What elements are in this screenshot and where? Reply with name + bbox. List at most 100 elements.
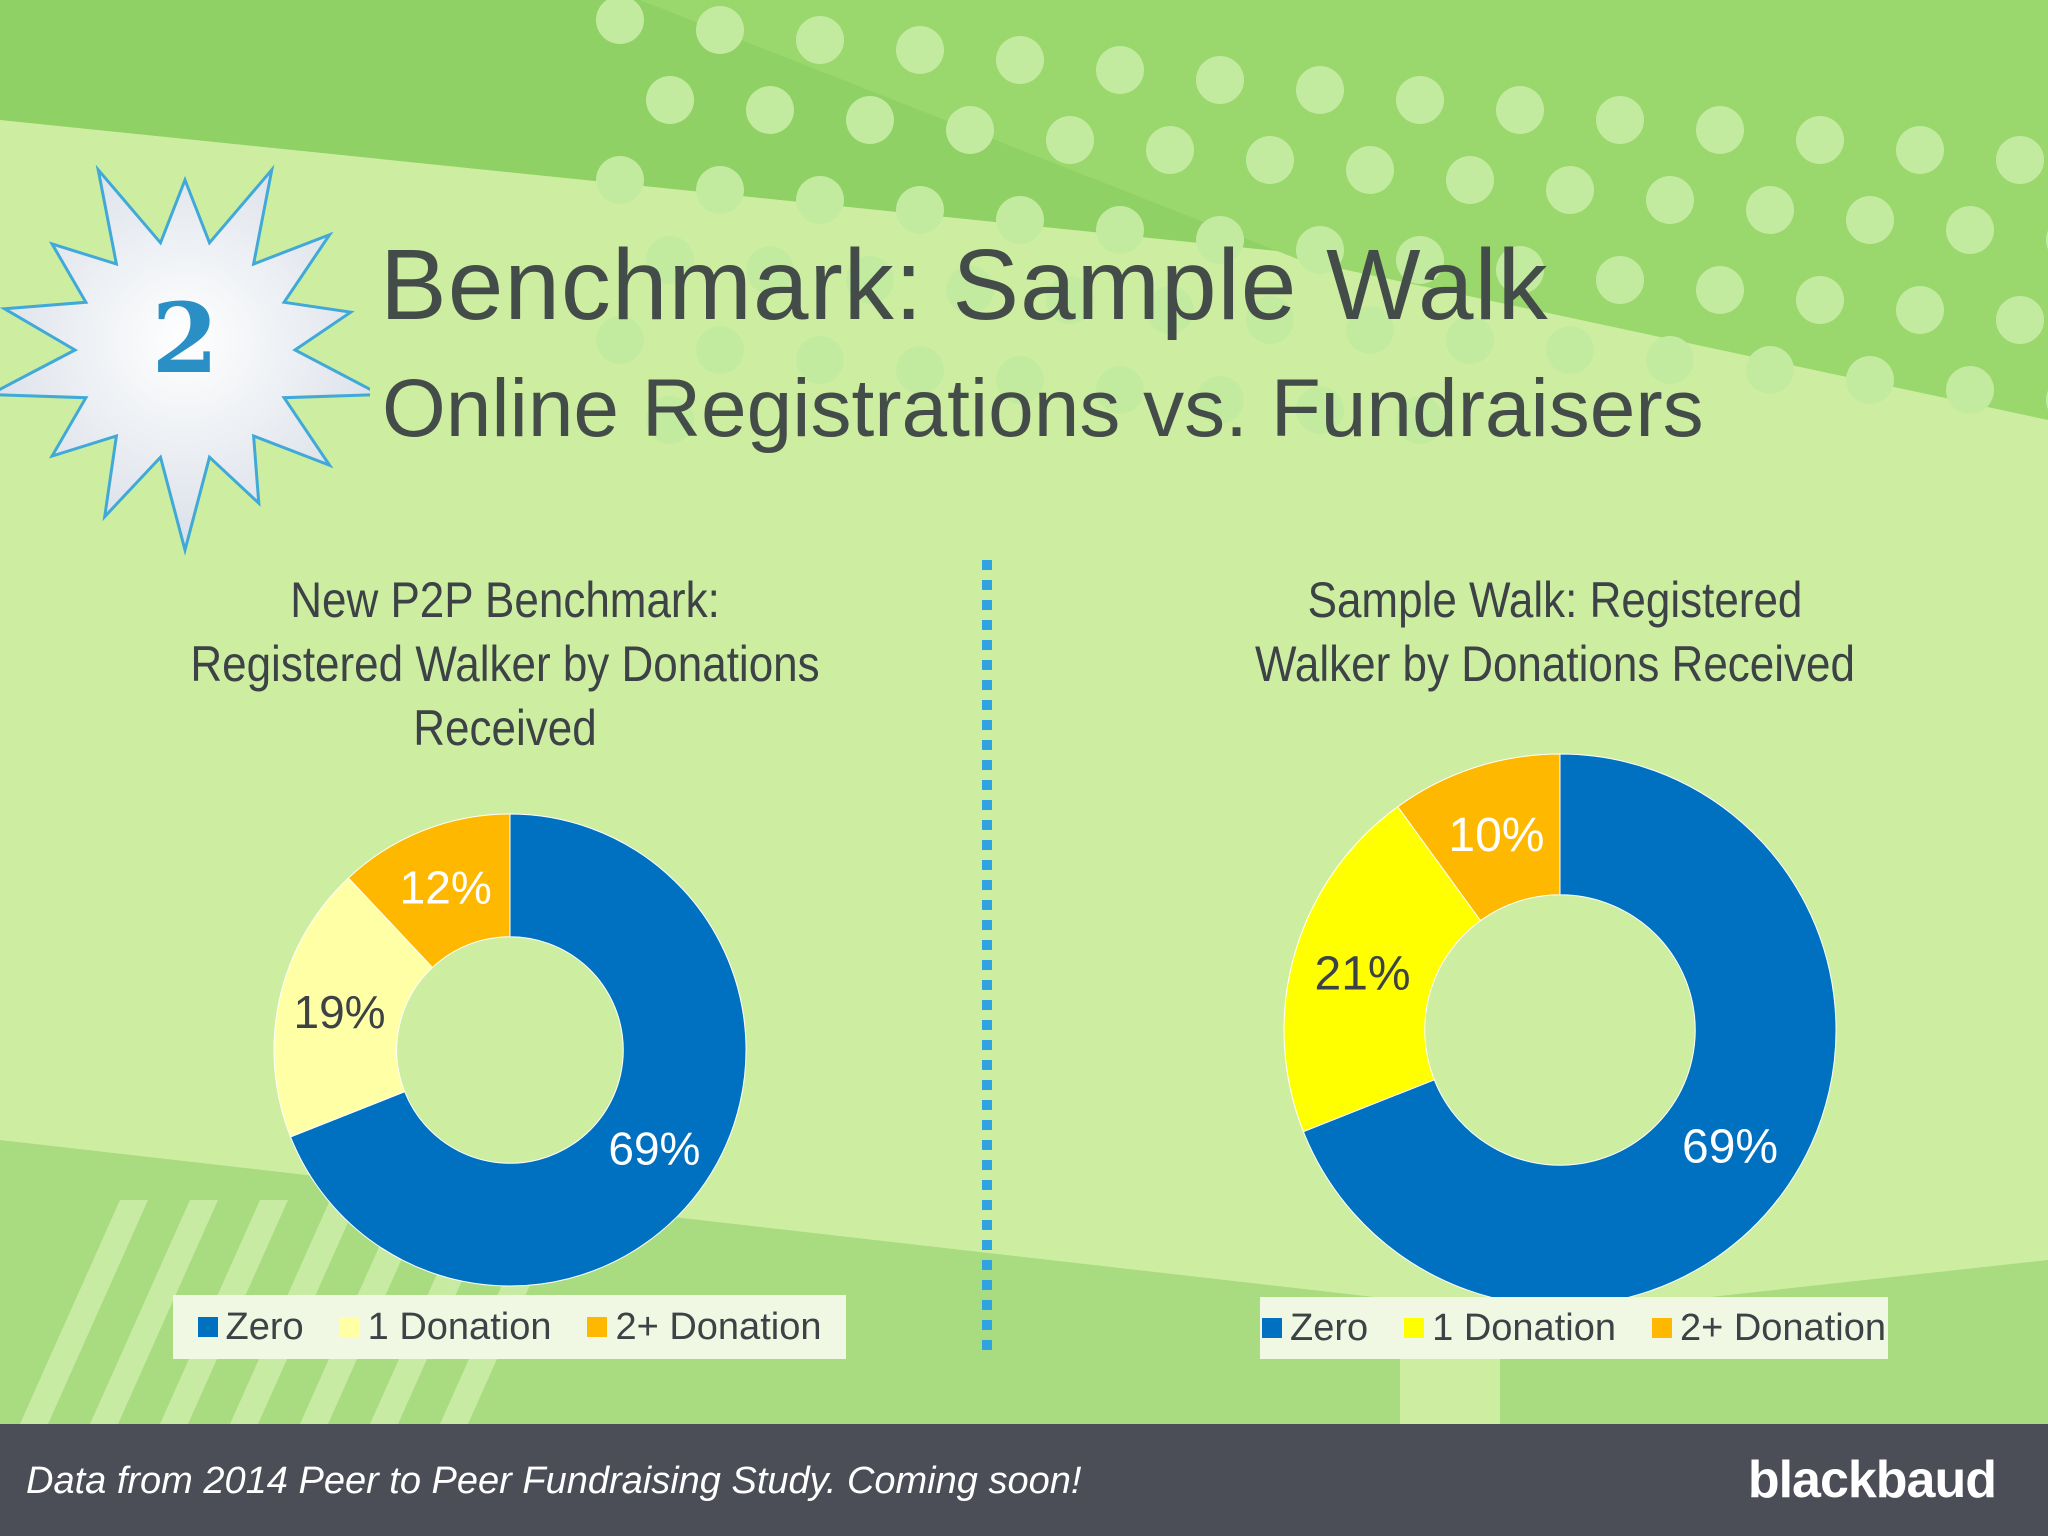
donut-data-label: 12%	[400, 862, 492, 914]
decorative-dot	[996, 36, 1044, 84]
decorative-dot	[1846, 356, 1894, 404]
decorative-stripe	[20, 1200, 148, 1424]
decorative-dot	[696, 6, 744, 54]
decorative-dot	[896, 346, 944, 394]
dotted-divider	[982, 560, 992, 1360]
legend-label: 2+ Donation	[1679, 1306, 1886, 1349]
right-chart-title-line: Sample Walk: Registered	[1307, 572, 1803, 628]
decorative-dot	[896, 26, 944, 74]
donut-slice-zero	[289, 813, 747, 1287]
decorative-dot	[1996, 296, 2044, 344]
decorative-dot	[1446, 316, 1494, 364]
decorative-dot	[596, 316, 644, 364]
decorative-dot	[1796, 116, 1844, 164]
decorative-dot	[896, 186, 944, 234]
donut-data-label: 69%	[608, 1122, 700, 1174]
legend-label: 1 Donation	[367, 1305, 552, 1348]
donut-data-label: 69%	[1682, 1120, 1778, 1173]
decorative-dot	[1346, 306, 1394, 354]
decorative-dot	[1046, 116, 1094, 164]
donut-slice-2-donation	[1397, 753, 1561, 922]
polka-dots-pattern	[596, 0, 2048, 444]
legend-item-two-plus-donation: 2+ Donation	[1651, 1306, 1886, 1350]
legend-item-zero: Zero	[197, 1305, 304, 1349]
legend-label: Zero	[225, 1305, 304, 1348]
decorative-dot	[996, 196, 1044, 244]
decorative-dot	[1596, 96, 1644, 144]
decorative-dot	[1946, 366, 1994, 414]
donut-data-label: 19%	[294, 986, 386, 1038]
decorative-dot	[1296, 66, 1344, 114]
decorative-dot	[1796, 276, 1844, 324]
decorative-dot	[1646, 336, 1694, 384]
decorative-dot	[1296, 386, 1344, 434]
decorative-dot	[1646, 176, 1694, 224]
decorative-dot	[1096, 366, 1144, 414]
decorative-dot	[1096, 206, 1144, 254]
legend-swatch	[1651, 1318, 1672, 1338]
decorative-dot	[846, 96, 894, 144]
decorative-dot	[946, 266, 994, 314]
decorative-dot	[796, 16, 844, 64]
decorative-dot	[1696, 106, 1744, 154]
decorative-dot	[1346, 146, 1394, 194]
legend-item-two-plus-donation: 2+ Donation	[587, 1306, 821, 1349]
decorative-dot	[996, 356, 1044, 404]
decorative-dot	[1996, 136, 2044, 184]
decorative-dot	[1446, 156, 1494, 204]
decorative-dot	[1496, 246, 1544, 294]
legend-item-one-donation: 1 Donation	[1404, 1307, 1616, 1350]
left-chart-legend: Zero 1 Donation 2+ Donation	[173, 1295, 846, 1359]
legend-label: 2+ Donation	[615, 1305, 822, 1348]
decorative-dot	[1246, 296, 1294, 344]
decorative-dot	[1146, 126, 1194, 174]
legend-swatch	[1404, 1318, 1425, 1338]
decorative-dot	[1196, 376, 1244, 424]
donut-data-label: 10%	[1448, 809, 1544, 862]
decorative-dot	[1746, 346, 1794, 394]
decorative-dot	[1046, 276, 1094, 324]
decorative-dot	[796, 176, 844, 224]
decorative-dot	[1396, 396, 1444, 444]
right-chart-legend: Zero 1 Donation 2+ Donation	[1260, 1297, 1888, 1359]
legend-swatch	[197, 1317, 218, 1337]
legend-label: Zero	[1290, 1306, 1369, 1349]
decorative-dot	[1196, 56, 1244, 104]
right-chart-title-line: Walker by Donations Received	[1255, 636, 1855, 692]
legend-swatch	[587, 1317, 608, 1337]
blackbaud-logo: blackbaud	[1747, 1451, 1997, 1509]
decorative-dot	[1296, 226, 1344, 274]
decorative-dot	[1896, 286, 1944, 334]
decorative-dot	[1396, 76, 1444, 124]
decorative-dot	[1496, 86, 1544, 134]
right-chart-title: Sample Walk: Registered Walker by Donati…	[1221, 568, 1890, 696]
decorative-dot	[646, 76, 694, 124]
decorative-dot	[1746, 186, 1794, 234]
decorative-dot	[1596, 256, 1644, 304]
donut-slice-zero	[1302, 753, 1837, 1307]
decorative-stripe	[90, 1200, 218, 1424]
decorative-dot	[696, 166, 744, 214]
decorative-dot	[696, 326, 744, 374]
decorative-dot	[1146, 286, 1194, 334]
decorative-dot	[646, 396, 694, 444]
decorative-dot	[1946, 206, 1994, 254]
legend-item-zero: Zero	[1262, 1307, 1368, 1350]
decorative-dot	[946, 106, 994, 154]
donut-data-label: 21%	[1315, 947, 1411, 1000]
decorative-dot	[1396, 236, 1444, 284]
right-donut-chart: 69% 21% 10%	[1283, 753, 1837, 1307]
legend-swatch	[1262, 1318, 1283, 1338]
decorative-dot	[646, 236, 694, 284]
decorative-dot	[796, 336, 844, 384]
left-chart-title-line: New P2P Benchmark:	[290, 572, 720, 628]
decorative-dot	[1846, 196, 1894, 244]
decorative-dot	[596, 0, 644, 44]
decorative-dot	[746, 246, 794, 294]
decorative-dot	[596, 156, 644, 204]
decorative-dot	[746, 86, 794, 134]
left-chart-title: New P2P Benchmark: Registered Walker by …	[171, 568, 840, 760]
decorative-dot	[846, 256, 894, 304]
decorative-dot	[1546, 166, 1594, 214]
